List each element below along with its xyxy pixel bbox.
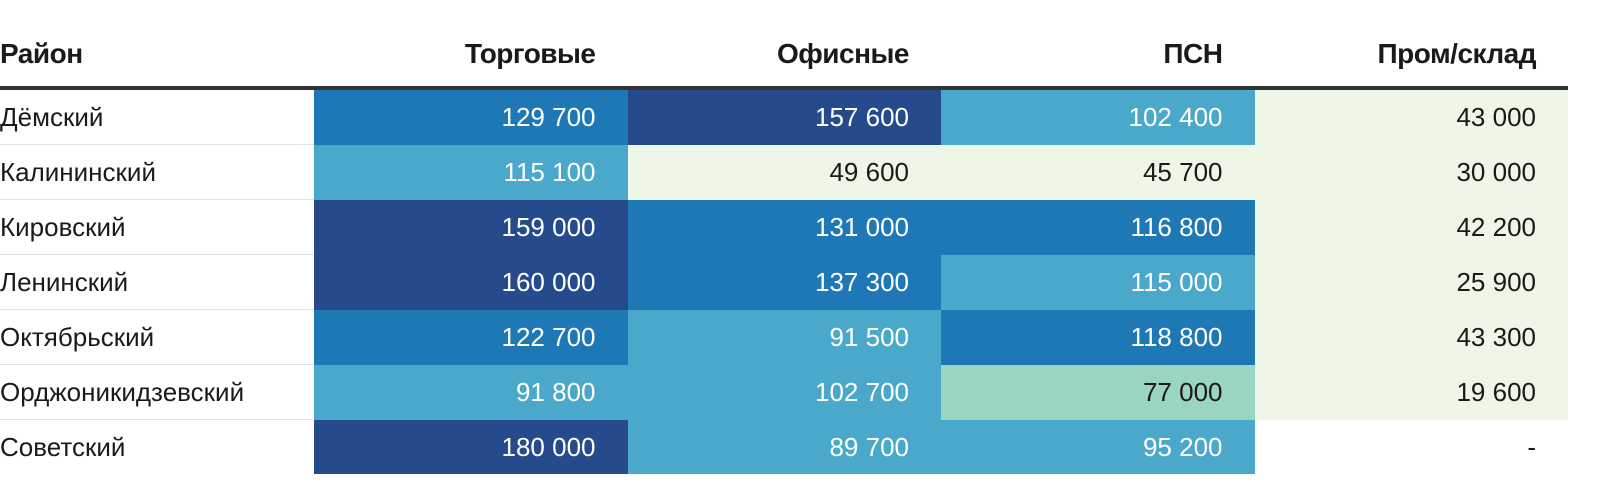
table-row: Советский 180 000 89 700 95 200-	[0, 419, 1568, 474]
heatmap-cell: 19 600	[1254, 364, 1568, 420]
heatmap-cell: 137 300	[627, 254, 941, 310]
heatmap-cell: -	[1254, 419, 1568, 474]
district-name-cell: Орджоникидзевский	[0, 364, 314, 420]
heatmap-cell: 102 400	[941, 88, 1255, 145]
column-header-industrial: Пром/склад	[1254, 22, 1568, 90]
district-name-cell: Советский	[0, 419, 314, 474]
heatmap-cell: 25 900	[1254, 254, 1568, 310]
heatmap-cell: 115 100	[314, 144, 628, 200]
heatmap-cell: 160 000	[314, 254, 628, 310]
district-name-cell: Дёмский	[0, 88, 314, 145]
heatmap-cell: 30 000	[1254, 144, 1568, 200]
heatmap-cell: 115 000	[941, 254, 1255, 310]
heatmap-cell: 95 200	[941, 419, 1255, 474]
heatmap-cell: 116 800	[941, 199, 1255, 255]
district-name-cell: Кировский	[0, 199, 314, 255]
table-row: Ленинский 160 000 137 300 115 000 25 900	[0, 254, 1568, 310]
heatmap-cell: 118 800	[941, 309, 1255, 365]
header-row: Район Торговые Офисные ПСН Пром/склад	[0, 22, 1568, 90]
column-header-retail: Торговые	[314, 22, 628, 90]
district-name-cell: Ленинский	[0, 254, 314, 310]
heatmap-cell: 49 600	[627, 144, 941, 200]
column-header-office: Офисные	[627, 22, 941, 90]
heatmap-table: Район Торговые Офисные ПСН Пром/склад Дё…	[0, 22, 1568, 474]
column-header-psn: ПСН	[941, 22, 1255, 90]
table-row: Калининский 115 100 49 600 45 700 30 000	[0, 144, 1568, 200]
heatmap-cell: 91 500	[627, 309, 941, 365]
table-row: Дёмский 129 700 157 600 102 400 43 000	[0, 88, 1568, 145]
table-row: Кировский 159 000 131 000 116 800 42 200	[0, 199, 1568, 255]
heatmap-cell: 89 700	[627, 419, 941, 474]
heatmap-table-container: Район Торговые Офисные ПСН Пром/склад Дё…	[0, 22, 1568, 474]
heatmap-cell: 159 000	[314, 199, 628, 255]
heatmap-cell: 91 800	[314, 364, 628, 420]
heatmap-cell: 157 600	[627, 88, 941, 145]
table-row: Октябрьский 122 700 91 500 118 800 43 300	[0, 309, 1568, 365]
district-name-cell: Калининский	[0, 144, 314, 200]
heatmap-cell: 122 700	[314, 309, 628, 365]
heatmap-cell: 131 000	[627, 199, 941, 255]
heatmap-cell: 102 700	[627, 364, 941, 420]
table-row: Орджоникидзевский 91 800 102 700 77 000 19 6…	[0, 364, 1568, 420]
heatmap-cell: 43 000	[1254, 88, 1568, 145]
heatmap-cell: 180 000	[314, 419, 628, 474]
district-name-cell: Октябрьский	[0, 309, 314, 365]
heatmap-cell: 43 300	[1254, 309, 1568, 365]
heatmap-cell: 77 000	[941, 364, 1255, 420]
heatmap-cell: 42 200	[1254, 199, 1568, 255]
table-body: Дёмский 129 700 157 600 102 400 43 000 Калини…	[0, 88, 1568, 474]
column-header-district: Район	[0, 22, 314, 90]
heatmap-cell: 45 700	[941, 144, 1255, 200]
heatmap-cell: 129 700	[314, 88, 628, 145]
